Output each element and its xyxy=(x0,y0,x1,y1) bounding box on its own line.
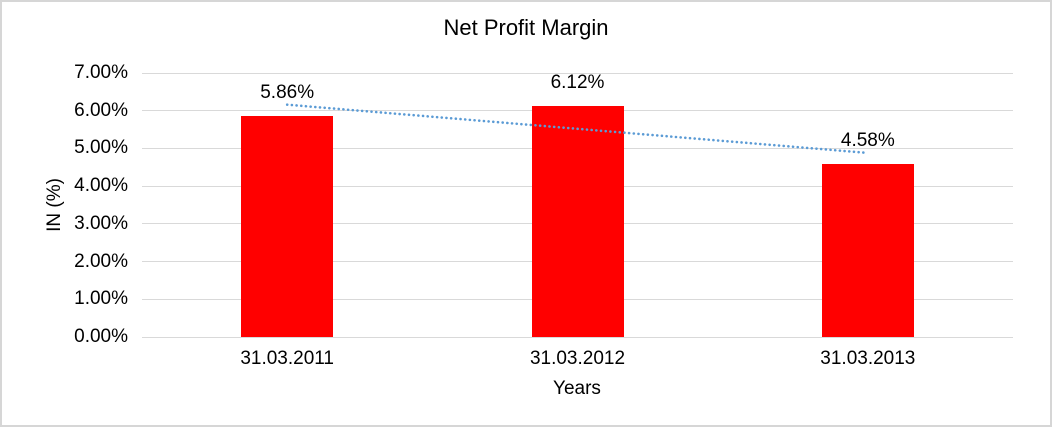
x-axis-tick-label: 31.03.2013 xyxy=(820,348,916,369)
x-axis-tick-label: 31.03.2011 xyxy=(240,348,334,369)
y-axis-tick-label: 0.00% xyxy=(74,326,128,347)
y-axis-tick-label: 2.00% xyxy=(74,250,128,272)
plot-area: 5.86% 6.12% 4.58% xyxy=(142,72,1013,338)
bar xyxy=(241,116,334,337)
x-axis-tick-label: 31.03.2012 xyxy=(529,348,626,369)
bar xyxy=(531,106,624,337)
y-axis-tick-label: 3.00% xyxy=(74,212,128,234)
x-axis-title: Years xyxy=(553,378,601,399)
data-label: 6.12% xyxy=(550,72,605,94)
y-axis-tick-label: 1.00% xyxy=(74,288,128,310)
y-axis-tick-label: 4.00% xyxy=(74,175,128,197)
chart-title: Net Profit Margin xyxy=(443,15,609,40)
bar xyxy=(821,164,914,337)
data-label: 5.86% xyxy=(260,82,315,103)
y-axis-tick-label: 5.00% xyxy=(74,137,128,159)
gridline xyxy=(142,72,1013,74)
y-axis-tick-label: 7.00% xyxy=(74,62,128,83)
gridline xyxy=(142,336,1013,338)
data-label: 4.58% xyxy=(840,130,895,152)
y-axis-tick-label: 6.00% xyxy=(74,99,128,121)
